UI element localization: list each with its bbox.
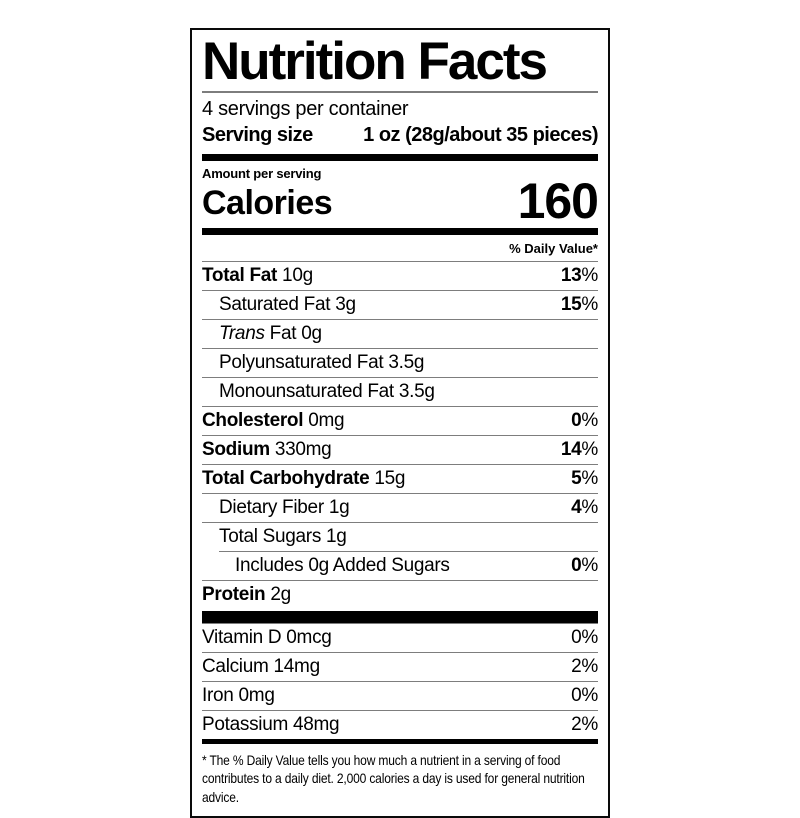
nutrient-name: Monounsaturated Fat — [219, 381, 394, 402]
calories-label: Calories — [202, 184, 333, 223]
nutrient-name: Polyunsaturated Fat — [219, 352, 384, 373]
nutrient-name-italic: Trans — [219, 323, 265, 344]
nutrient-amount: 3.5g — [398, 381, 435, 402]
micronutrient-name: Vitamin D 0mcg — [202, 627, 332, 648]
nutrient-daily-value: 5% — [571, 468, 598, 489]
label-title: Nutrition Facts — [202, 32, 548, 91]
micronutrient-name: Calcium 14mg — [202, 656, 320, 677]
daily-value-footnote: * The % Daily Value tells you how much a… — [202, 744, 598, 806]
micronutrient-daily-value: 0% — [571, 627, 598, 648]
daily-value-footnote-text: * The % Daily Value tells you how much a… — [202, 752, 585, 805]
micronutrient-row-calcium: Calcium 14mg 2% — [202, 652, 598, 681]
title-divider — [202, 91, 598, 93]
nutrient-amount: 1g — [328, 497, 350, 518]
nutrient-daily-value: 0% — [571, 555, 598, 576]
nutrient-name: Total Sugars — [219, 526, 322, 547]
nutrient-row-total-sugars: Total Sugars 1g — [202, 522, 598, 551]
micronutrient-daily-value: 2% — [571, 714, 598, 735]
micronutrient-daily-value: 0% — [571, 685, 598, 706]
amount-per-serving-label: Amount per serving — [202, 166, 322, 181]
serving-size-value: 1 oz (28g/about 35 pieces) — [363, 124, 598, 146]
nutrient-name: Total Carbohydrate — [202, 468, 370, 489]
thick-divider-bar — [202, 739, 598, 744]
servings-per-container: 4 servings per container — [202, 98, 409, 120]
nutrient-amount: 15g — [374, 468, 406, 489]
nutrient-row-added-sugars: Includes 0g Added Sugars 0% — [219, 551, 598, 580]
nutrient-row-total-carbohydrate: Total Carbohydrate 15g 5% — [202, 464, 598, 493]
nutrient-daily-value: 13% — [560, 265, 598, 286]
nutrient-amount: 3.5g — [388, 352, 425, 373]
nutrient-name: Total Fat — [202, 265, 278, 286]
nutrient-amount: 10g — [282, 265, 313, 286]
micronutrient-row-potassium: Potassium 48mg 2% — [202, 710, 598, 739]
daily-value-header: % Daily Value* — [509, 241, 598, 256]
nutrient-row-monounsaturated-fat: Monounsaturated Fat 3.5g — [202, 377, 598, 406]
nutrient-row-saturated-fat: Saturated Fat 3g 15% — [202, 290, 598, 319]
nutrient-name: Saturated Fat — [219, 294, 331, 315]
calories-value: 160 — [517, 173, 599, 229]
serving-size-row: Serving size 1 oz (28g/about 35 pieces) — [202, 122, 598, 154]
micronutrient-row-iron: Iron 0mg 0% — [202, 681, 598, 710]
serving-size-label: Serving size — [202, 124, 313, 146]
micronutrient-name: Potassium 48mg — [202, 714, 340, 735]
nutrient-row-cholesterol: Cholesterol 0mg 0% — [202, 406, 598, 435]
micronutrient-row-vitamin-d: Vitamin D 0mcg 0% — [202, 623, 598, 652]
thick-divider-bar — [202, 228, 598, 235]
nutrient-amount: 1g — [326, 526, 347, 547]
micronutrient-daily-value: 2% — [571, 656, 598, 677]
nutrient-daily-value: 0% — [571, 410, 598, 431]
nutrient-amount: 0g — [301, 323, 322, 344]
nutrient-daily-value: 14% — [560, 439, 598, 460]
nutrient-name: Protein — [202, 584, 266, 605]
nutrition-facts-label: Nutrition Facts 4 servings per container… — [190, 28, 610, 818]
nutrient-row-protein: Protein 2g — [202, 580, 598, 609]
nutrient-amount: 0mg — [308, 410, 345, 431]
nutrient-name: Dietary Fiber — [219, 497, 324, 518]
nutrient-row-polyunsaturated-fat: Polyunsaturated Fat 3.5g — [202, 348, 598, 377]
calories-row: Calories 160 — [202, 173, 599, 229]
nutrient-name: Sodium — [202, 439, 270, 460]
thick-divider-bar — [202, 611, 598, 623]
nutrient-amount: 2g — [270, 584, 291, 605]
nutrient-row-total-fat: Total Fat 10g 13% — [202, 261, 598, 290]
nutrient-row-trans-fat: Trans Fat 0g — [202, 319, 598, 348]
thick-divider-bar — [202, 154, 598, 161]
page-background: Nutrition Facts 4 servings per container… — [190, 28, 610, 818]
nutrient-daily-value: 4% — [571, 497, 598, 518]
nutrient-amount: 330mg — [274, 439, 332, 460]
nutrient-name: Fat — [269, 323, 297, 344]
nutrient-daily-value: 15% — [560, 294, 598, 315]
micronutrient-name: Iron 0mg — [202, 685, 275, 706]
nutrient-name: Cholesterol — [202, 410, 304, 431]
nutrient-row-dietary-fiber: Dietary Fiber 1g 4% — [202, 493, 598, 522]
nutrient-row-sodium: Sodium 330mg 14% — [202, 435, 598, 464]
nutrient-amount: 3g — [335, 294, 356, 315]
nutrient-name: Includes 0g Added Sugars — [235, 555, 450, 576]
